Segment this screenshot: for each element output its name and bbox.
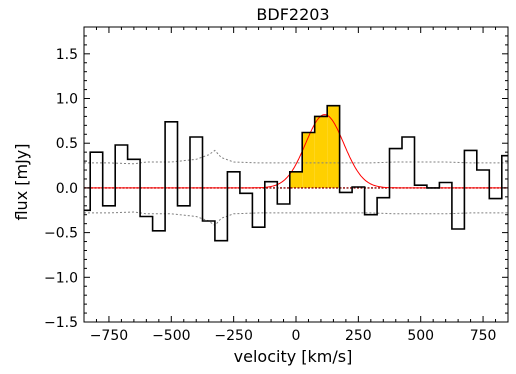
y-axis-label: flux [mJy]	[12, 143, 31, 220]
line-emission-fill-layer	[289, 105, 340, 188]
x-tick-label: −500	[152, 328, 190, 344]
y-tick-label: −0.5	[44, 226, 78, 242]
emission-fill-bin	[314, 116, 328, 188]
x-tick-label: 250	[345, 328, 372, 344]
tick-layer: −750 −500 −250 0 250 500 750 −1.5 −1.0 −0.5 0.0 0.5…	[44, 26, 509, 344]
emission-fill-bin	[289, 171, 303, 188]
spectrum-step-line	[84, 104, 508, 242]
noise-lower-line	[84, 211, 508, 227]
y-tick-label: 1.0	[56, 92, 78, 108]
emission-fill-bin	[327, 105, 340, 188]
spectrum-layer	[84, 104, 508, 242]
x-tick-label: −750	[90, 328, 128, 344]
y-tick-label: 0.5	[56, 136, 78, 152]
x-tick-label: 0	[292, 328, 301, 344]
chart-title: BDF2203	[256, 5, 329, 24]
noise-upper-line	[84, 149, 508, 165]
y-tick-label: 0.0	[56, 181, 78, 197]
noise-layer	[84, 149, 508, 227]
emission-fill-bin	[302, 132, 315, 188]
x-tick-label: 500	[407, 328, 434, 344]
x-tick-label: −250	[214, 328, 252, 344]
x-axis-label: velocity [km/s]	[234, 347, 353, 366]
x-tick-label: 750	[470, 328, 497, 344]
y-tick-label: 1.5	[56, 47, 78, 63]
y-tick-label: −1.0	[44, 270, 78, 286]
y-tick-label: −1.5	[44, 315, 78, 331]
